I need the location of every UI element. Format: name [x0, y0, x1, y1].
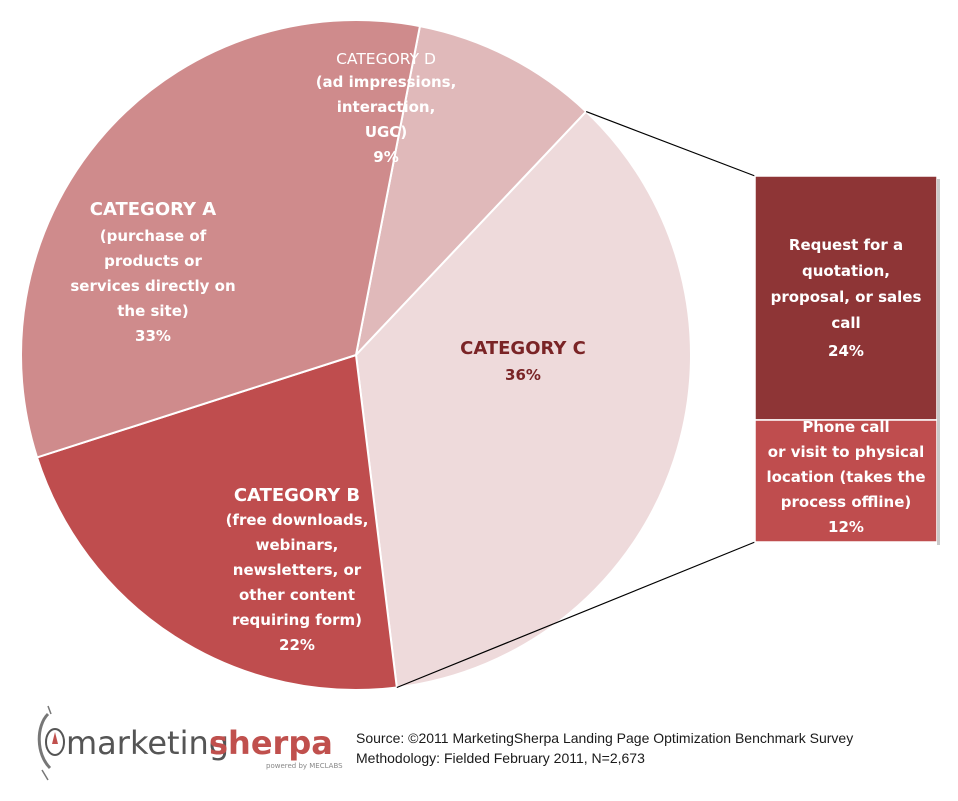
compass-icon: [37, 705, 65, 781]
breakdown-percent-2: 12%: [828, 518, 864, 536]
slice-desc-line: (free downloads,: [226, 511, 369, 529]
slice-desc-line: webinars,: [256, 536, 339, 554]
slice-title-a: CATEGORY A: [90, 199, 217, 220]
slice-title-c: CATEGORY C: [460, 338, 586, 359]
slice-desc-line: services directly on: [70, 277, 235, 295]
logo-tagline: powered by MECLABS: [266, 762, 343, 770]
connector-top: [585, 111, 756, 177]
breakdown-percent-1: 24%: [828, 342, 864, 360]
source-line: Source: ©2011 MarketingSherpa Landing Pa…: [356, 730, 854, 746]
slice-desc-line: (purchase of: [100, 227, 207, 245]
slice-percent-c: 36%: [505, 366, 541, 384]
slice-title-b: CATEGORY B: [234, 485, 360, 506]
breakdown-label-line: process offline): [781, 493, 911, 511]
breakdown-shadow: [937, 179, 940, 545]
breakdown-label-line: quotation,: [802, 262, 890, 280]
slice-desc-line: the site): [117, 302, 189, 320]
breakdown-label-line: Phone call: [802, 418, 889, 436]
breakdown-label-line: or visit to physical: [768, 443, 924, 461]
slice-title-d: CATEGORY D: [336, 50, 436, 68]
slice-desc-line: UGC): [365, 123, 407, 141]
connector-bottom: [396, 541, 756, 689]
slice-percent-a: 33%: [135, 327, 171, 345]
slice-desc-line: newsletters, or: [233, 561, 362, 579]
breakdown-label-line: location (takes the: [766, 468, 925, 486]
marketingsherpa-logo: marketing sherpa powered by MECLABS: [37, 705, 343, 781]
breakdown-label-line: call: [831, 314, 860, 332]
breakdown-label-line: proposal, or sales: [771, 288, 922, 306]
breakdown-segment-1: [754, 175, 938, 421]
breakdown-segment-2: [754, 419, 938, 543]
breakdown-bar: Request for a quotation, proposal, or sale…: [754, 175, 940, 545]
slice-percent-b: 22%: [279, 636, 315, 654]
pie-labels: CATEGORY D (ad impressions, interaction, UG…: [70, 50, 586, 654]
slice-desc-line: requiring form): [232, 611, 362, 629]
slice-desc-line: interaction,: [337, 98, 436, 116]
logo-text-sherpa: sherpa: [209, 724, 333, 762]
methodology-line: Methodology: Fielded February 2011, N=2,…: [356, 750, 645, 766]
logo-text-marketing: marketing: [66, 724, 229, 762]
pie-slices: [20, 19, 692, 691]
breakdown-connectors: [396, 111, 756, 689]
pie-slice-d: [354, 24, 588, 359]
pie-slice-a: [20, 19, 422, 459]
slice-desc-line: other content: [239, 586, 355, 604]
breakdown-label-line: Request for a: [789, 236, 903, 254]
slice-desc-line: products or: [104, 252, 202, 270]
source-note: Source: ©2011 MarketingSherpa Landing Pa…: [356, 728, 853, 768]
slice-desc-line: (ad impressions,: [316, 73, 457, 91]
slice-percent-d: 9%: [373, 148, 398, 166]
pie-slice-c: [354, 110, 692, 689]
pie-slice-b: [35, 353, 398, 691]
